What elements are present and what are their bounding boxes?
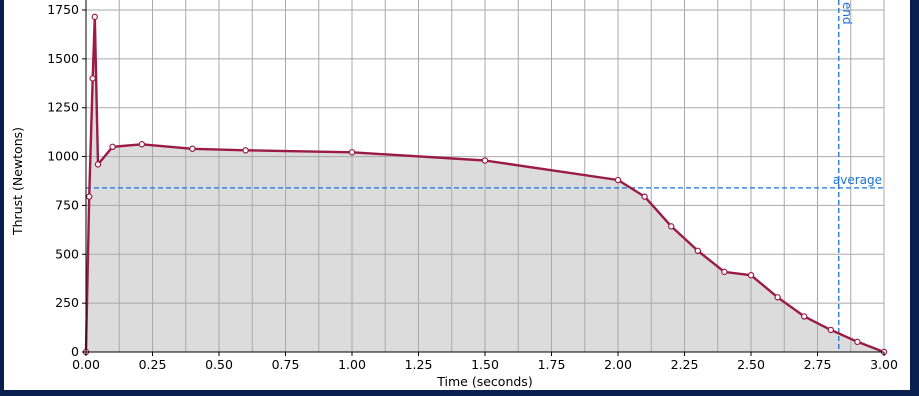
axes (82, 0, 885, 356)
data-point (91, 13, 98, 21)
data-point (694, 247, 702, 254)
data-point (614, 176, 622, 184)
data-point (109, 143, 116, 150)
x-tick-label: 1.25 (405, 357, 433, 372)
reference-lines (86, 0, 884, 352)
data-point (774, 294, 781, 301)
x-tick-label: 2.50 (737, 357, 765, 372)
data-point (747, 271, 755, 279)
y-tick-label: 750 (55, 197, 79, 212)
data-point (854, 338, 861, 346)
x-tick-label: 3.00 (870, 357, 898, 372)
data-point (827, 326, 835, 334)
x-tick-label: 0.00 (72, 357, 100, 372)
data-point (801, 313, 808, 320)
y-tick-label: 1750 (47, 2, 79, 17)
x-tick-labels: 0.00 0.25 0.50 0.75 1.00 1.25 1.50 1.75 2.00 2.25… (72, 357, 898, 372)
data-point (189, 145, 196, 152)
y-tick-label: 1250 (47, 100, 79, 115)
end-line-label: end (840, 2, 854, 25)
y-tick-labels: 0 250 500 750 1000 1250 1500 1750 (47, 2, 79, 359)
x-tick-label: 2.75 (804, 357, 832, 372)
x-tick-label: 0.25 (139, 357, 167, 372)
x-tick-label: 2.00 (604, 357, 632, 372)
data-point (641, 193, 648, 200)
data-point (242, 147, 249, 154)
thrust-curve (84, 15, 885, 354)
grid-lines (85, 0, 885, 353)
y-tick-label: 0 (71, 344, 79, 359)
x-axis-title: Time (seconds) (436, 374, 532, 389)
data-point (85, 193, 93, 200)
data-point (138, 141, 146, 148)
data-point (89, 75, 96, 82)
data-point (481, 157, 489, 164)
average-line-label: average (833, 173, 882, 187)
data-points (82, 13, 888, 356)
thrust-line (84, 15, 885, 354)
data-point (668, 223, 675, 230)
chart-frame: 0 250 500 750 1000 1250 1500 1750 0.00 0.25 0.50 0… (4, 0, 910, 390)
x-tick-label: 0.75 (272, 357, 300, 372)
y-tick-label: 1000 (47, 149, 79, 164)
y-tick-label: 250 (55, 295, 79, 310)
x-tick-label: 1.00 (338, 357, 366, 372)
data-point (348, 149, 356, 156)
y-tick-label: 1500 (47, 51, 79, 66)
x-tick-label: 2.25 (671, 357, 699, 372)
data-point (94, 161, 102, 168)
y-tick-label: 500 (55, 246, 79, 261)
data-point (721, 268, 728, 276)
x-tick-label: 1.75 (538, 357, 566, 372)
x-tick-label: 0.50 (205, 357, 233, 372)
y-axis-title: Thrust (Newtons) (10, 127, 25, 236)
x-tick-label: 1.50 (471, 357, 499, 372)
